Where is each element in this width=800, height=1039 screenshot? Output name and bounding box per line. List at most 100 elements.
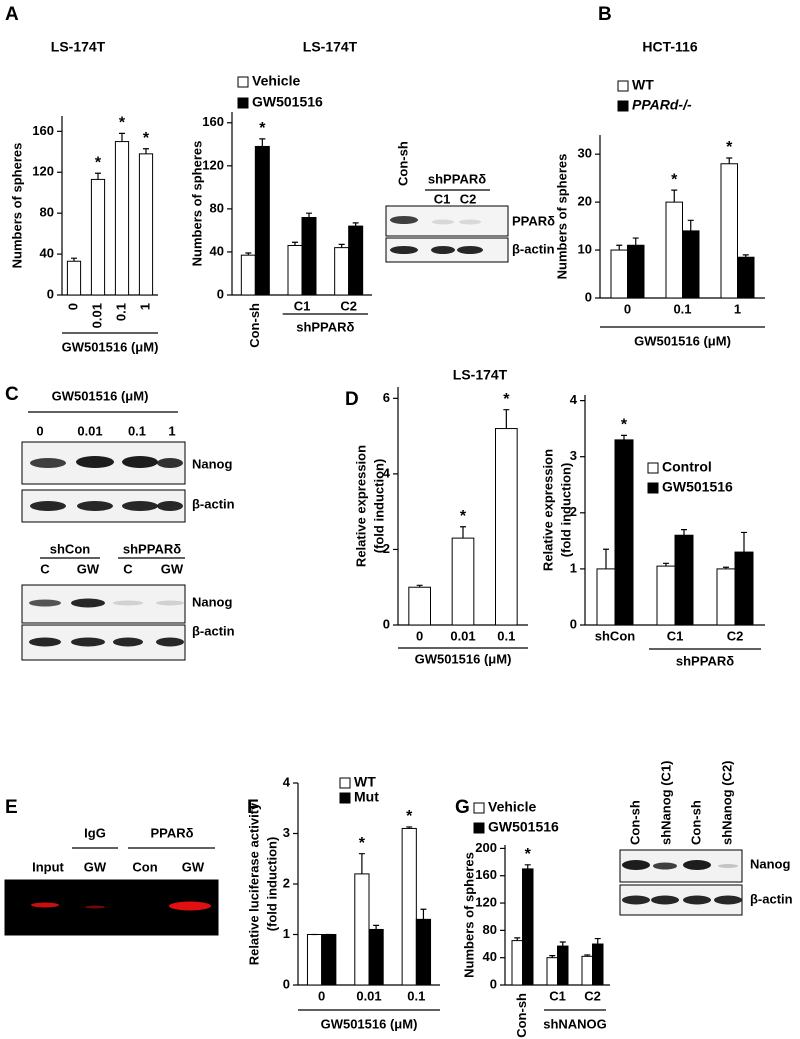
bar — [581, 955, 593, 986]
bar — [408, 586, 432, 626]
y-tick-label: 0 — [283, 976, 290, 991]
y-tick-label: 0 — [47, 286, 54, 301]
chart-title: LS-174T — [453, 367, 508, 383]
error-bar — [420, 908, 427, 920]
legend-swatch — [237, 97, 249, 109]
x-axis-label: GW501516 (μM) — [62, 339, 159, 354]
error-bar — [143, 148, 149, 154]
error-bar — [632, 237, 639, 246]
blot-band — [30, 458, 66, 468]
blot-label: Con-sh — [627, 800, 642, 845]
bar — [511, 940, 523, 986]
blot-label: IgG — [84, 825, 106, 840]
x-tick-label: C2 — [584, 988, 601, 1003]
blot-band — [71, 598, 105, 608]
x-tick-label: C2 — [727, 628, 744, 643]
x-tick-label: Con-sh — [514, 993, 529, 1038]
blot-band — [122, 456, 158, 468]
y-tick-label: 80 — [40, 205, 54, 220]
significance-mark: * — [525, 846, 532, 863]
bar — [240, 254, 256, 296]
error-bar — [603, 548, 609, 569]
y-tick-label: 0 — [585, 289, 592, 304]
legend-swatch — [339, 792, 351, 804]
bar — [368, 928, 384, 986]
blot-band — [76, 456, 114, 468]
legend-label: WT — [632, 77, 654, 93]
legend-swatch — [617, 80, 629, 92]
y-tick-label: 120 — [475, 894, 497, 909]
error-bar — [584, 954, 591, 957]
blot-band — [29, 599, 61, 607]
y-tick-label: 160 — [32, 123, 54, 138]
y-tick-label: 40 — [40, 246, 54, 261]
blot-band — [29, 637, 61, 647]
y-axis-label: Relative expression — [540, 449, 555, 571]
significance-mark: * — [671, 171, 678, 188]
panel-label: A — [5, 4, 19, 25]
blot-band — [77, 501, 113, 511]
error-bar — [259, 138, 266, 147]
error-bar — [549, 955, 556, 958]
blot-label: β-actin — [750, 891, 793, 906]
error-bar — [742, 254, 749, 258]
x-tick-label: 0 — [624, 301, 631, 316]
bar — [415, 918, 432, 986]
legend-label: PPARd-/- — [632, 97, 692, 113]
panel-label: C — [5, 384, 19, 405]
bar — [716, 568, 736, 626]
y-axis-label: Numbers of spheres — [9, 143, 24, 269]
bar — [306, 934, 323, 986]
blot-label: 0.1 — [128, 423, 146, 438]
blot-label: β-actin — [192, 623, 235, 638]
bar — [254, 145, 270, 296]
bar — [627, 244, 645, 299]
blot-band — [390, 216, 418, 224]
x-tick-label: 0.1 — [673, 301, 691, 316]
error-bar — [95, 172, 101, 180]
chart-title: LS-174T — [51, 39, 106, 55]
bar — [66, 260, 82, 296]
bar — [592, 943, 604, 986]
y-tick-label: 120 — [32, 164, 54, 179]
error-bar — [594, 937, 601, 945]
y-axis-label: Numbers of spheres — [189, 141, 204, 267]
blot-label: GW501516 (μM) — [52, 388, 149, 403]
blot-band — [169, 901, 211, 911]
blot-band — [157, 501, 183, 511]
blot-label: PPARδ — [512, 213, 555, 228]
bar — [596, 568, 616, 626]
significance-mark: * — [726, 139, 733, 156]
y-axis-label: (fold induction) — [558, 463, 573, 558]
y-tick-label: 160 — [475, 867, 497, 882]
blot-label: Con-sh — [395, 141, 410, 186]
x-tick-label: C2 — [340, 298, 357, 313]
error-bar — [358, 853, 365, 874]
y-tick-label: 160 — [202, 114, 224, 129]
group-label: shPPARδ — [296, 319, 354, 334]
blot-label: GW — [84, 859, 107, 874]
blot-band — [457, 246, 483, 254]
blot-label: Con — [132, 859, 157, 874]
blot-label: 0 — [36, 423, 43, 438]
blot-band — [432, 219, 454, 225]
significance-mark: * — [359, 835, 366, 852]
bar — [401, 827, 417, 986]
bar — [114, 141, 130, 296]
bar — [495, 428, 518, 626]
y-axis-label: Numbers of spheres — [554, 154, 569, 280]
error-bar — [621, 434, 627, 440]
legend-swatch — [647, 462, 659, 474]
blot-band — [71, 637, 105, 647]
blot-label: GW — [77, 561, 100, 576]
blot-label: C — [40, 561, 50, 576]
blot-band — [113, 600, 143, 606]
bar — [287, 244, 303, 296]
y-tick-label: 80 — [483, 922, 497, 937]
error-bar — [306, 212, 312, 218]
legend-label: Control — [662, 459, 712, 475]
error-bar — [681, 529, 687, 536]
x-tick-label: 0.1 — [497, 628, 515, 643]
legend-label: Vehicle — [488, 799, 536, 815]
